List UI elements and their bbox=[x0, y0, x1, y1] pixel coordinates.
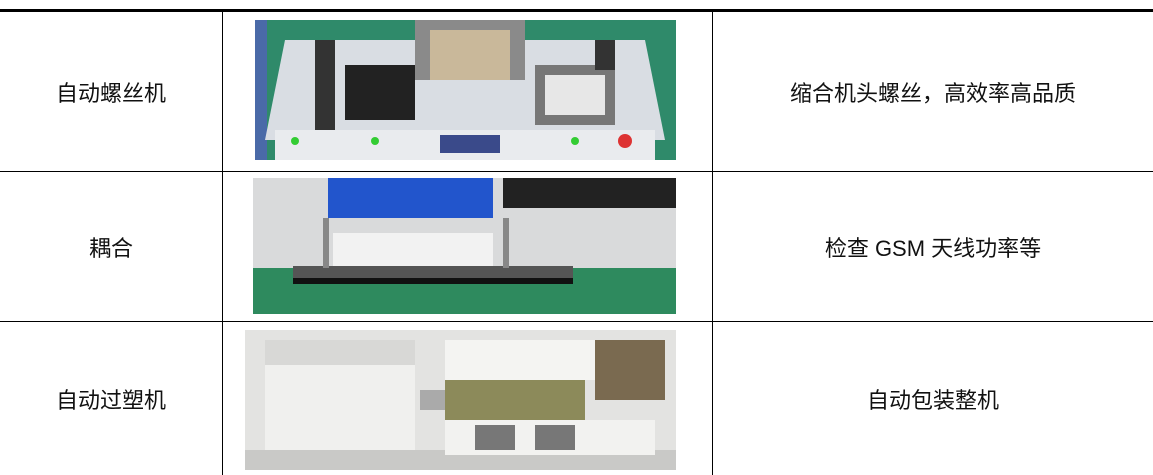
table-top-border bbox=[0, 9, 1153, 12]
machine-name: 自动螺丝机 bbox=[55, 80, 166, 106]
machine-photo bbox=[245, 330, 676, 470]
column-border bbox=[222, 12, 223, 475]
column-border bbox=[712, 12, 713, 475]
machine-description: 自动包装整机 bbox=[866, 387, 999, 413]
machine-photo bbox=[255, 20, 676, 160]
machine-description: 检查 GSM 天线功率等 bbox=[824, 235, 1042, 261]
machine-photo bbox=[253, 178, 676, 314]
machine-name: 耦合 bbox=[88, 235, 133, 261]
machine-description: 缩合机头螺丝，高效率高品质 bbox=[789, 80, 1076, 106]
machine-name: 自动过塑机 bbox=[55, 387, 166, 413]
row-border bbox=[0, 171, 1153, 172]
row-border bbox=[0, 321, 1153, 322]
